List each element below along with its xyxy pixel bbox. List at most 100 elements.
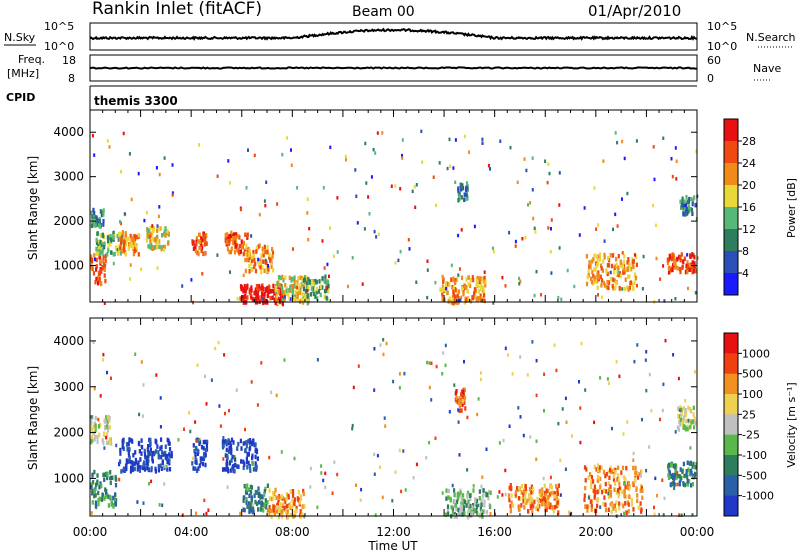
heatmap-cell — [592, 256, 595, 262]
colorbar-tick-label: -500 — [742, 469, 767, 482]
heatmap-cell — [460, 494, 463, 499]
heatmap-cell — [160, 246, 163, 252]
heatmap-cell — [166, 459, 170, 465]
y-tick-label: 2000 — [53, 426, 84, 440]
heatmap-cell — [325, 288, 329, 293]
heatmap-cell — [594, 279, 598, 284]
heatmap-cell — [457, 233, 460, 238]
heatmap-cell — [122, 244, 126, 249]
heatmap-cell — [614, 508, 617, 513]
heatmap-cell — [120, 221, 123, 226]
heatmap-cell — [587, 272, 590, 278]
heatmap-cell — [205, 511, 208, 516]
heatmap-cell — [159, 446, 162, 451]
heatmap-cell — [309, 466, 312, 471]
heatmap-cell — [441, 372, 444, 376]
heatmap-cell — [329, 145, 332, 150]
heatmap-cell — [102, 222, 105, 227]
heatmap-cell — [555, 368, 558, 373]
heatmap-cell — [230, 447, 233, 453]
heatmap-cell — [276, 296, 279, 302]
heatmap-cell — [476, 412, 479, 417]
heatmap-cell — [289, 284, 292, 290]
heatmap-cell — [242, 459, 245, 465]
heatmap-cell — [593, 253, 596, 258]
heatmap-cell — [145, 458, 149, 464]
heatmap-cell — [296, 294, 299, 299]
heatmap-cell — [468, 508, 471, 514]
heatmap-cell — [262, 508, 265, 513]
heatmap-cell — [508, 230, 511, 235]
heatmap-cell — [141, 414, 144, 418]
heatmap-cell — [92, 222, 95, 228]
heatmap-cell — [282, 277, 285, 283]
heatmap-cell — [491, 246, 494, 250]
heatmap-cell — [445, 496, 448, 501]
heatmap-cell — [543, 483, 546, 488]
heatmap-cell — [520, 490, 523, 495]
heatmap-cell — [641, 488, 644, 493]
heatmap-cell — [95, 267, 98, 272]
heatmap-cell — [454, 138, 457, 142]
heatmap-cell — [632, 507, 635, 512]
heatmap-cell — [146, 447, 149, 452]
heatmap-cell — [106, 139, 109, 143]
heatmap-cell — [230, 450, 233, 456]
heatmap-cell — [612, 504, 615, 510]
heatmap-cell — [373, 388, 376, 392]
heatmap-cell — [110, 502, 113, 507]
heatmap-cell — [435, 364, 438, 369]
heatmap-cell — [688, 407, 692, 412]
heatmap-cell — [122, 248, 125, 253]
heatmap-cell — [487, 489, 491, 495]
heatmap-cell — [596, 272, 599, 277]
heatmap-cell — [205, 234, 208, 239]
heatmap-cell — [307, 277, 310, 282]
nsky-tick-top: 10^5 — [44, 20, 74, 33]
heatmap-cell — [691, 481, 694, 487]
heatmap-cell — [153, 245, 156, 250]
heatmap-cell — [426, 360, 429, 365]
heatmap-cell — [454, 180, 457, 184]
heatmap-cell — [286, 514, 290, 520]
heatmap-cell — [461, 398, 464, 403]
heatmap-cell — [465, 181, 469, 186]
heatmap-cell — [672, 463, 675, 469]
heatmap-cell — [102, 440, 105, 446]
heatmap-cell — [347, 284, 349, 289]
heatmap-cell — [510, 493, 513, 498]
heatmap-cell — [269, 295, 272, 301]
heatmap-cell — [248, 252, 251, 258]
heatmap-cell — [392, 379, 395, 384]
heatmap-cell — [481, 141, 484, 145]
heatmap-cell — [460, 184, 464, 190]
cpid-label: CPID — [6, 91, 35, 104]
heatmap-cell — [107, 245, 110, 251]
heatmap-cell — [196, 468, 199, 473]
heatmap-cell — [692, 261, 695, 267]
heatmap-cell — [463, 197, 466, 202]
heatmap-cell — [514, 239, 517, 244]
heatmap-cell — [104, 278, 107, 284]
colorbar-segment — [724, 373, 738, 395]
heatmap-cell — [251, 441, 254, 447]
heatmap-cell — [655, 223, 657, 228]
heatmap-cell — [414, 205, 417, 210]
heatmap-cell — [271, 247, 274, 252]
heatmap-cell — [666, 257, 669, 263]
heatmap-cell — [556, 500, 559, 505]
colorbar-segment — [724, 119, 738, 142]
heatmap-cell — [92, 340, 95, 345]
heatmap-cell — [473, 224, 476, 229]
heatmap-cell — [293, 513, 296, 518]
heatmap-cell — [633, 272, 637, 277]
heatmap-cell — [600, 465, 603, 470]
heatmap-cell — [119, 459, 122, 464]
heatmap-cell — [625, 465, 628, 471]
heatmap-cell — [509, 483, 512, 488]
heatmap-cell — [158, 226, 161, 232]
heatmap-cell — [238, 235, 241, 240]
heatmap-cell — [297, 288, 300, 293]
heatmap-cell — [95, 264, 98, 269]
heatmap-cell — [131, 237, 134, 243]
